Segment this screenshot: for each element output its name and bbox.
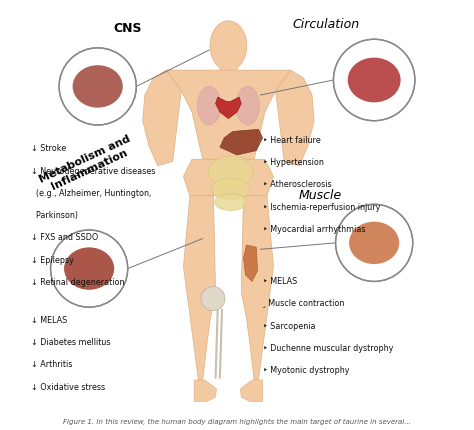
Text: ↓ Retinal degeneration: ↓ Retinal degeneration <box>31 278 125 287</box>
Text: ‣ Ischemia-reperfusion injury: ‣ Ischemia-reperfusion injury <box>263 203 380 212</box>
Ellipse shape <box>348 58 401 102</box>
Ellipse shape <box>211 178 250 200</box>
Text: Parkinson): Parkinson) <box>31 211 78 220</box>
Polygon shape <box>166 70 291 159</box>
Text: ‣ Myotonic dystrophy: ‣ Myotonic dystrophy <box>263 366 349 375</box>
Text: ↓ Oxidative stress: ↓ Oxidative stress <box>31 383 105 392</box>
Circle shape <box>51 230 128 307</box>
Polygon shape <box>194 380 217 402</box>
Polygon shape <box>219 61 238 70</box>
Ellipse shape <box>236 86 259 125</box>
Text: ↓ Stroke: ↓ Stroke <box>31 144 66 153</box>
Text: CNS: CNS <box>113 22 142 35</box>
Circle shape <box>59 48 137 125</box>
Text: ‣ Duchenne muscular dystrophy: ‣ Duchenne muscular dystrophy <box>263 344 393 353</box>
Text: ‸ Muscle contraction: ‸ Muscle contraction <box>263 299 344 308</box>
Text: ‣ MELAS: ‣ MELAS <box>263 277 297 286</box>
Text: ↓ FXS and SSDO: ↓ FXS and SSDO <box>31 233 99 243</box>
Ellipse shape <box>349 221 399 264</box>
Ellipse shape <box>208 156 253 188</box>
Ellipse shape <box>215 194 246 211</box>
Text: Metabolism and
Inflammation: Metabolism and Inflammation <box>37 134 137 196</box>
Text: ‣ Myocardial arrhythmias: ‣ Myocardial arrhythmias <box>263 225 365 234</box>
Text: ↓ Diabetes mellitus: ↓ Diabetes mellitus <box>31 338 111 347</box>
Text: ↓ Epilepsy: ↓ Epilepsy <box>31 256 74 265</box>
Circle shape <box>201 286 225 310</box>
Text: (e.g., Alzheimer, Huntington,: (e.g., Alzheimer, Huntington, <box>31 189 152 198</box>
Polygon shape <box>183 196 216 380</box>
Text: ‣ Hypertension: ‣ Hypertension <box>263 158 324 167</box>
Polygon shape <box>241 196 273 380</box>
Text: Figure 1. In this review, the human body diagram highlights the main target of t: Figure 1. In this review, the human body… <box>63 419 411 425</box>
Circle shape <box>336 204 413 281</box>
Polygon shape <box>210 21 247 71</box>
Polygon shape <box>220 129 263 155</box>
Polygon shape <box>216 97 241 119</box>
Text: ↓ MELAS: ↓ MELAS <box>31 316 67 325</box>
Text: ↓ Arthritis: ↓ Arthritis <box>31 360 73 369</box>
Text: Muscle: Muscle <box>299 189 342 202</box>
Circle shape <box>333 39 415 121</box>
Text: ↓ Neurodegenerative diseases: ↓ Neurodegenerative diseases <box>31 166 155 175</box>
Ellipse shape <box>73 65 123 108</box>
Text: ‣ Sarcopenia: ‣ Sarcopenia <box>263 322 315 331</box>
Ellipse shape <box>64 247 114 290</box>
Ellipse shape <box>197 86 221 125</box>
Polygon shape <box>240 380 263 402</box>
Polygon shape <box>183 159 273 196</box>
Text: ‣ Atherosclerosis: ‣ Atherosclerosis <box>263 180 331 189</box>
Polygon shape <box>143 70 181 166</box>
Polygon shape <box>244 245 257 281</box>
Polygon shape <box>275 70 314 166</box>
Text: Circulation: Circulation <box>293 18 360 31</box>
Text: ‣ Heart failure: ‣ Heart failure <box>263 136 320 145</box>
